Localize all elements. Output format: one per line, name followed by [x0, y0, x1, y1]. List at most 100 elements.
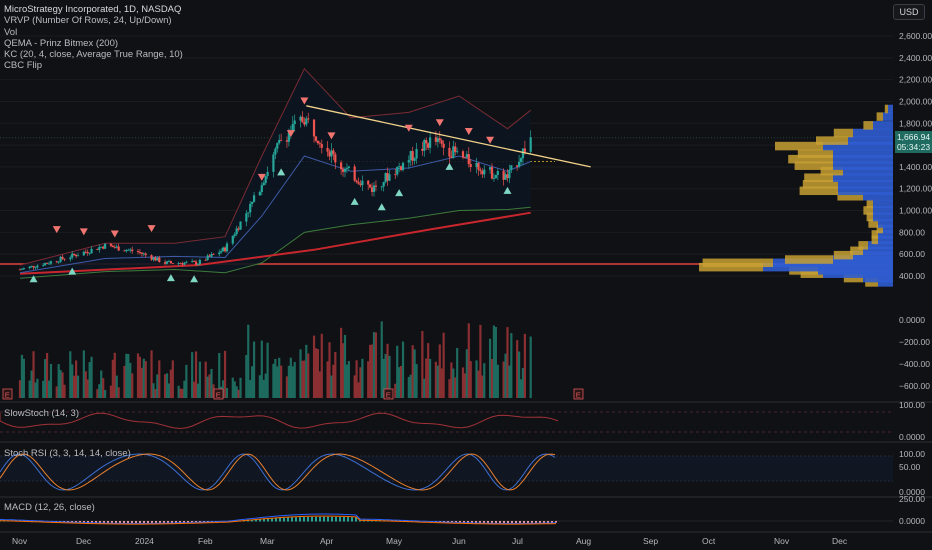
macd-histogram-bar [327, 516, 329, 522]
candle-body [384, 173, 387, 183]
candle-body [469, 164, 472, 168]
macd-histogram-bar [283, 517, 285, 522]
volume-bar [57, 364, 60, 398]
time-axis-label: Aug [576, 536, 591, 546]
slowstoch-axis-label: 100.00 [899, 400, 925, 410]
vrvp-up-bar [699, 262, 763, 272]
macd-histogram-bar [555, 521, 557, 523]
candle-body [247, 212, 250, 214]
volume-bar [90, 356, 93, 398]
slowstoch-label[interactable]: SlowStoch (14, 3) [4, 408, 79, 419]
vrvp-down-bar [873, 212, 893, 222]
candle-body [442, 143, 445, 148]
candle-body [55, 261, 58, 263]
candle-body [452, 146, 455, 158]
volume-bar [204, 361, 207, 398]
candle-body [359, 183, 362, 186]
indicator-cbc[interactable]: CBC Flip [4, 60, 43, 72]
macd-histogram-bar [471, 521, 473, 523]
earnings-marker-box [213, 388, 224, 400]
vrvp-up-bar [833, 128, 853, 138]
vrvp-down-bar [843, 166, 893, 176]
indicator-kc[interactable]: KC (20, 4, close, Average True Range, 10… [4, 49, 183, 61]
candle-body [519, 158, 523, 162]
vrvp-down-bar [873, 199, 893, 209]
macd-histogram-bar [351, 517, 353, 522]
earnings-marker-label: E [5, 391, 10, 400]
macd-histogram-bar [467, 521, 469, 523]
cbc-flip-up-marker [503, 186, 512, 194]
candle-body [477, 162, 480, 170]
vrvp-up-bar [871, 235, 878, 245]
vrvp-down-bar [888, 104, 893, 114]
cbc-flip-down-marker [286, 130, 295, 138]
volume-bar [469, 361, 472, 398]
candle-body [423, 140, 426, 151]
vrvp-up-bar [799, 186, 838, 196]
chart-title[interactable]: MicroStrategy Incorporated, 1D, NASDAQ [4, 4, 182, 15]
candle-body [301, 116, 304, 123]
candle-body [86, 251, 89, 254]
vrvp-down-bar [823, 141, 893, 151]
macd-histogram-bar [519, 521, 521, 523]
price-axis-label: 2,400.00 [899, 53, 932, 63]
candle-body [192, 261, 196, 262]
macd-histogram-bar [539, 521, 541, 523]
stochrsi-d-line [0, 453, 556, 491]
indicator-vrvp[interactable]: VRVP (Number Of Rows, 24, Up/Down) [4, 15, 172, 27]
candle-body [291, 124, 294, 132]
candle-body [104, 243, 107, 249]
cbc-flip-up-marker [68, 267, 77, 275]
macd-histogram-bar [279, 517, 281, 522]
candle-body [144, 253, 147, 256]
indicator-qema[interactable]: QEMA - Prinz Bitmex (200) [4, 37, 119, 49]
volume-bar [191, 352, 194, 398]
candle-body [425, 140, 428, 144]
macd-histogram-bar [307, 516, 309, 522]
volume-bar [347, 361, 350, 398]
indicator-vol[interactable]: Vol [4, 26, 18, 38]
macd-histogram-bar [87, 521, 89, 523]
volume-bar [440, 368, 443, 398]
currency-button[interactable]: USD [893, 4, 925, 20]
macd-histogram-bar [155, 521, 157, 523]
candle-body [467, 154, 470, 165]
candle-body [150, 255, 153, 260]
cbc-flip-down-marker [110, 230, 119, 238]
candle-body [239, 221, 242, 230]
volume-bar [436, 365, 439, 398]
macd-label[interactable]: MACD (12, 26, close) [4, 502, 95, 513]
candle-body [483, 169, 486, 175]
candle-body [73, 253, 76, 255]
vrvp-up-bar [833, 250, 853, 260]
stochrsi-label[interactable]: Stoch RSI (3, 3, 14, 14, close) [4, 448, 131, 459]
candle-body [260, 185, 263, 193]
macd-histogram-bar [99, 521, 101, 523]
candle-body [136, 251, 140, 253]
macd-histogram-bar [511, 521, 513, 523]
macd-histogram-bar [263, 518, 265, 522]
volume-bar [483, 363, 486, 398]
candle-body [347, 166, 350, 169]
volume-bar [198, 361, 202, 398]
candle-body [30, 265, 33, 267]
volume-bar [504, 353, 507, 398]
volume-bar [117, 387, 120, 398]
volume-bar [185, 364, 188, 398]
macd-axis-label: 250.00 [899, 494, 925, 504]
candle-body [167, 261, 171, 262]
macd-histogram-bar [79, 521, 81, 523]
volume-bar [369, 344, 372, 398]
qema-200-line [19, 211, 531, 275]
volume-bar [55, 386, 58, 398]
candle-body [76, 255, 80, 257]
volume-bar [287, 365, 290, 398]
volume-axis-label: −400.00 [899, 359, 930, 369]
candle-body [222, 247, 225, 252]
vrvp-down-bar [833, 255, 893, 264]
volume-bar [388, 355, 391, 398]
candle-body [334, 154, 337, 163]
macd-histogram-bar [547, 521, 549, 523]
volume-bar [301, 360, 304, 398]
